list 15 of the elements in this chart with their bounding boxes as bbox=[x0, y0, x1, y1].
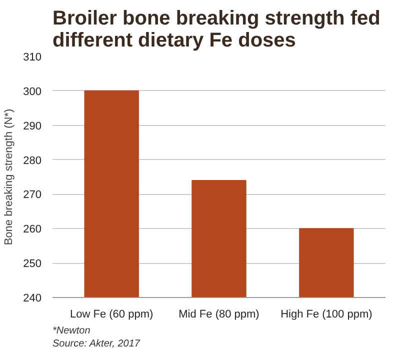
y-tick-label: 250 bbox=[23, 258, 42, 270]
source-note: Source: Akter, 2017 bbox=[52, 338, 140, 349]
y-tick-label: 280 bbox=[23, 154, 42, 167]
y-tick-label: 290 bbox=[23, 120, 42, 132]
y-tick-label: 260 bbox=[23, 224, 42, 236]
y-tick-label: 310 bbox=[23, 52, 42, 64]
x-tick-label: Mid Fe (80 ppm) bbox=[178, 308, 260, 320]
y-tick-label: 240 bbox=[23, 292, 42, 304]
x-tick-label: High Fe (100 ppm) bbox=[280, 308, 372, 320]
y-axis-title: Bone breaking strength (N*) bbox=[3, 108, 16, 246]
y-tick-label: 270 bbox=[23, 189, 42, 202]
y-tick-label: 300 bbox=[23, 86, 42, 98]
text: *Newton bbox=[52, 326, 91, 336]
chart-title: Broiler bone breaking strength fed different dietary Fe doses bbox=[52, 8, 380, 52]
x-tick-label: Low Fe (60 ppm) bbox=[70, 308, 154, 320]
